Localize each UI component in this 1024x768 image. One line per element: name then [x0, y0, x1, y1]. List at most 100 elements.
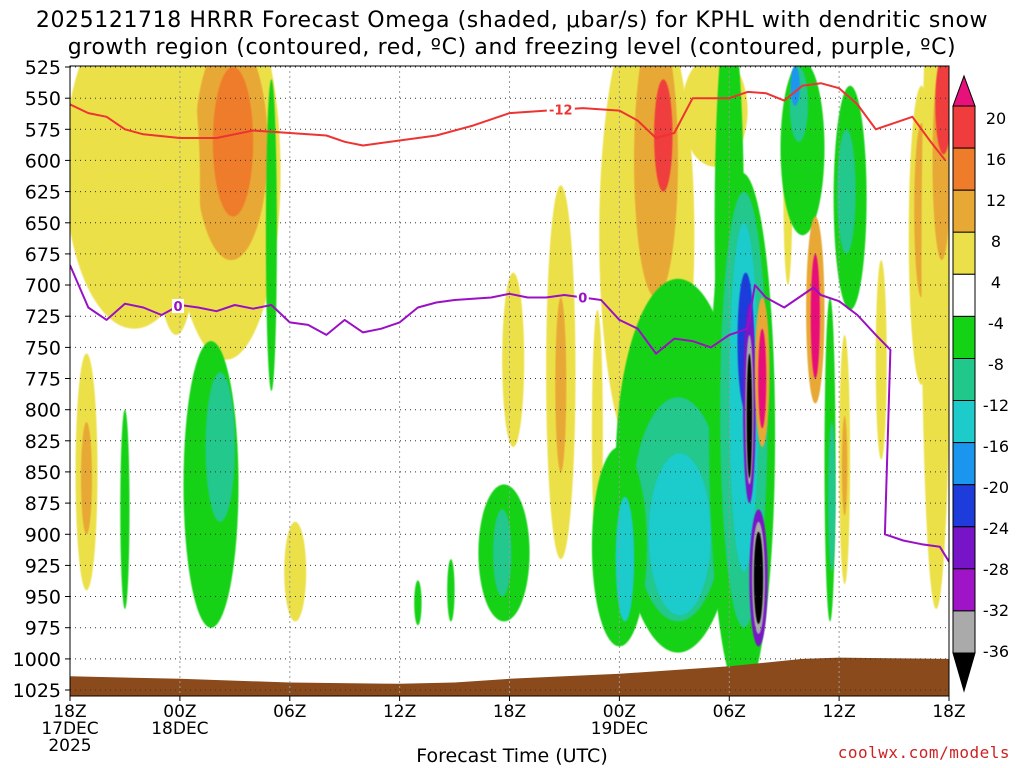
- y-tick-label-725: 725: [25, 306, 61, 328]
- contour-label-0-0: -12: [549, 104, 573, 119]
- colorbar-bin-12: [952, 568, 976, 612]
- grid: [70, 66, 949, 696]
- y-tick-label-650: 650: [25, 213, 61, 235]
- y-tick-label-825: 825: [25, 431, 61, 453]
- omega-region-53: [841, 415, 848, 516]
- omega-region-43: [758, 328, 767, 429]
- y-tick-label-625: 625: [25, 182, 61, 204]
- colorbar-label-12: -32: [983, 601, 1009, 620]
- x-tick-label-0-2: 2025: [48, 736, 91, 756]
- contour-label-bg-0-0: [546, 102, 575, 117]
- y-tick-label-525: 525: [25, 57, 61, 79]
- y-tick-label-925: 925: [25, 555, 61, 577]
- omega-region-55: [837, 129, 856, 254]
- y-tick-label-800: 800: [25, 400, 61, 422]
- colorbar-label-0: 20: [986, 109, 1006, 128]
- y-tick-label-575: 575: [25, 119, 61, 141]
- y-tick-label-975: 975: [25, 618, 61, 640]
- contour-label-bg-1-0: [172, 299, 184, 313]
- y-tick-label-600: 600: [25, 150, 61, 172]
- colorbar-bin-3: [952, 189, 976, 233]
- omega-region-7: [265, 79, 277, 391]
- x-tick-label-48-0: 18Z: [932, 702, 965, 722]
- credit-text: coolwx.com/models: [837, 743, 1010, 762]
- x-tick-label-30-0: 00Z: [603, 702, 636, 722]
- y-tick-label-900: 900: [25, 524, 61, 546]
- contour-line-0: [70, 82, 947, 162]
- omega-region-61: [935, 66, 949, 155]
- colorbar-label-1: 16: [986, 150, 1006, 169]
- omega-region-18: [502, 272, 525, 447]
- colorbar-label-7: -12: [983, 396, 1009, 415]
- y-tick-label-675: 675: [25, 244, 61, 266]
- colorbar-label-3: 8: [991, 232, 1001, 251]
- omega-region-20: [555, 297, 567, 472]
- omega-region-14: [414, 580, 422, 626]
- y-tick-label-700: 700: [25, 275, 61, 297]
- omega-region-17: [493, 509, 512, 597]
- x-tick-label-6-0: 00Z: [163, 702, 196, 722]
- x-tick-label-18-0: 12Z: [383, 702, 416, 722]
- omega-region-12: [205, 372, 235, 522]
- colorbar-bin-6: [952, 315, 976, 359]
- contour-label-1-1: 0: [578, 292, 587, 307]
- chart-title-line1: 2025121718 HRRR Forecast Omega (shaded, …: [35, 8, 989, 33]
- omega-region-10: [120, 409, 130, 609]
- contour-label-bg-1-1: [576, 290, 589, 305]
- colorbar-bin-2: [952, 147, 976, 191]
- x-tick-label-30-1: 19DEC: [591, 719, 648, 739]
- omega-region-5: [212, 67, 254, 217]
- chart-title-line2: growth region (contoured, red, ºC) and f…: [67, 35, 957, 60]
- y-tick-label-950: 950: [25, 587, 61, 609]
- y-tick-label-750: 750: [25, 337, 61, 359]
- x-tick-label-0-1: 17DEC: [41, 719, 98, 739]
- x-tick-label-36-0: 06Z: [713, 702, 746, 722]
- colorbar: 20 16 12 8 4 -4 -8 -12 -16 -20 -24 -28 -32 -36: [952, 74, 1009, 693]
- colorbar-label-2: 12: [986, 191, 1006, 210]
- colorbar-label-4: 4: [991, 273, 1001, 292]
- omega-region-51: [828, 422, 836, 572]
- y-tick-label-850: 850: [25, 462, 61, 484]
- colorbar-label-11: -28: [983, 560, 1009, 579]
- colorbar-bin-5: [952, 273, 976, 317]
- colorbar-arrow-bottom: [952, 652, 976, 693]
- contour-line-1: [70, 264, 949, 563]
- omega-region-27: [648, 453, 711, 616]
- omega-region-41: [753, 531, 764, 625]
- omega-region-47: [790, 66, 800, 106]
- omega-region-38: [746, 353, 753, 479]
- omega-region-29: [615, 496, 635, 622]
- y-tick-label-775: 775: [25, 369, 61, 391]
- omega-shading: [70, 66, 949, 696]
- x-tick-label-42-0: 12Z: [822, 702, 855, 722]
- y-tick-label-1000: 1000: [13, 649, 61, 671]
- omega-region-9: [81, 422, 92, 535]
- colorbar-bin-1: [952, 105, 976, 149]
- colorbar-label-10: -24: [983, 519, 1009, 538]
- y-tick-label-875: 875: [25, 493, 61, 515]
- x-tick-label-12-0: 06Z: [273, 702, 306, 722]
- colorbar-bin-8: [952, 400, 976, 444]
- contour-label-1-0: 0: [173, 300, 182, 315]
- y-axis: 525 550 575 600 625 650 675 700 725 750 775 800 825 8…: [13, 57, 70, 702]
- colorbar-label-6: -8: [988, 355, 1004, 374]
- omega-region-6: [152, 66, 200, 335]
- colorbar-label-13: -36: [983, 642, 1009, 661]
- y-tick-label-1025: 1025: [13, 680, 61, 702]
- colorbar-label-5: -4: [988, 314, 1004, 333]
- y-tick-label-550: 550: [25, 88, 61, 110]
- colorbar-bin-13: [952, 610, 976, 654]
- x-tick-label-24-0: 18Z: [493, 702, 526, 722]
- colorbar-label-8: -16: [983, 437, 1009, 456]
- colorbar-bin-4: [952, 231, 976, 275]
- colorbar-bin-9: [952, 442, 976, 486]
- x-tick-label-0-0: 18Z: [53, 702, 86, 722]
- colorbar-bin-10: [952, 484, 976, 528]
- colorbar-arrow-top: [952, 74, 976, 107]
- colorbar-bin-11: [952, 526, 976, 570]
- colorbar-label-9: -20: [983, 478, 1009, 497]
- colorbar-bin-7: [952, 358, 976, 402]
- omega-region-13: [284, 521, 307, 622]
